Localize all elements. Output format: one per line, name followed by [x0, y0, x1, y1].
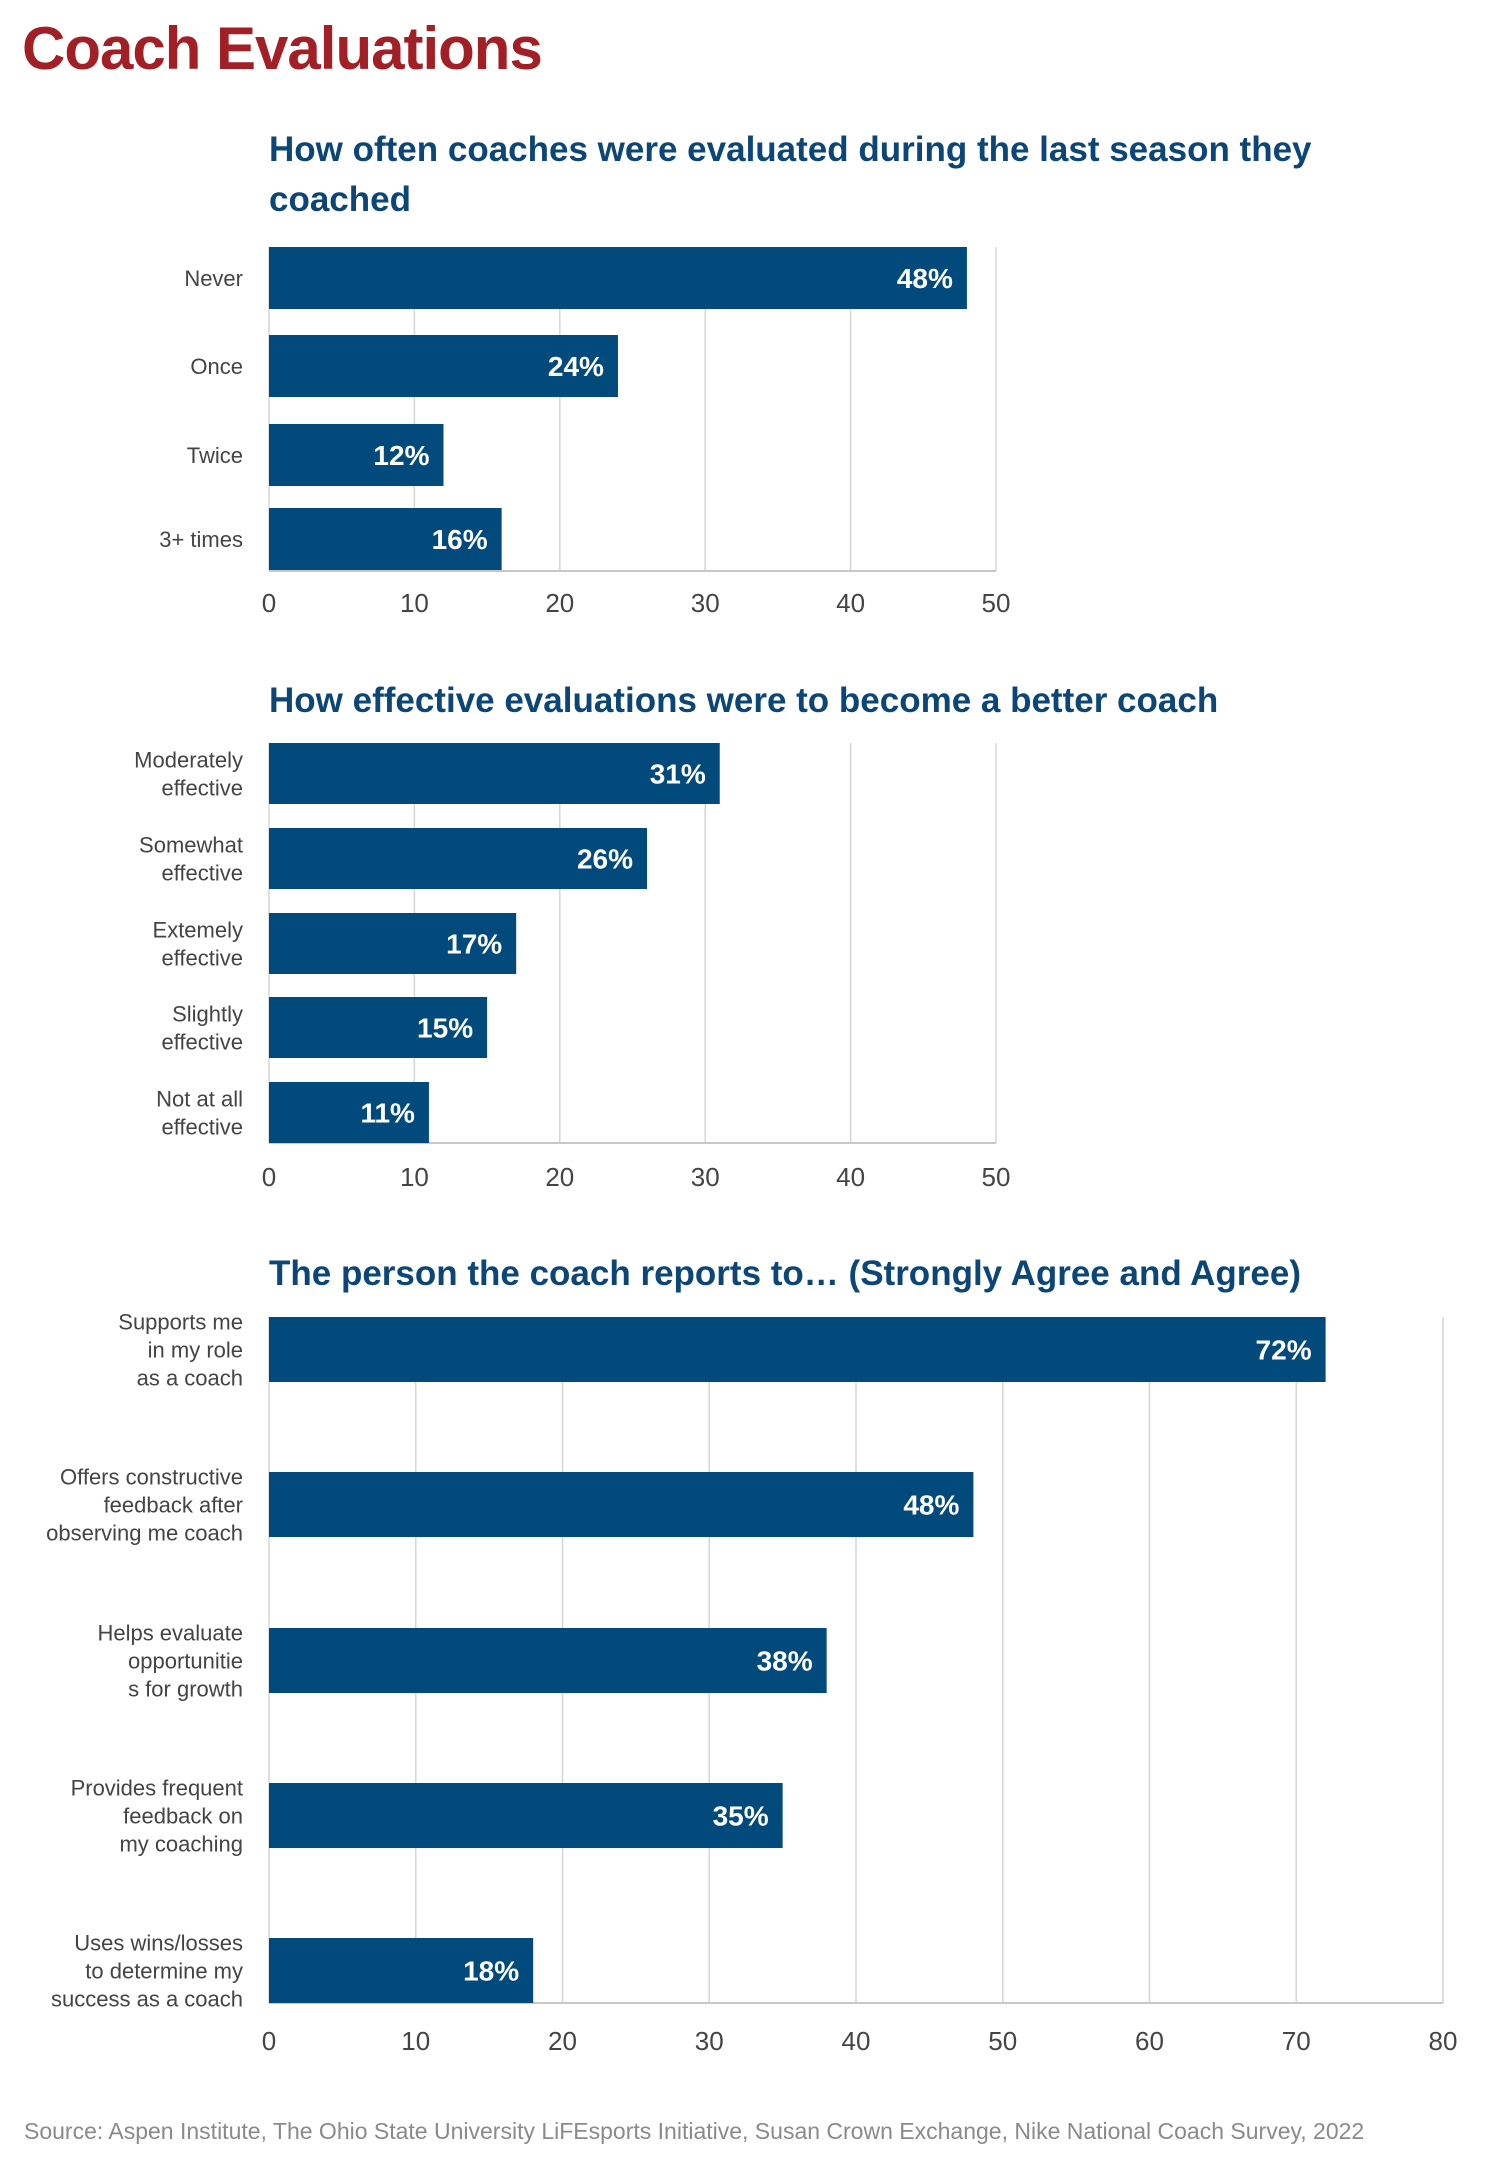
x-tick-label: 40 [836, 1162, 865, 1192]
x-tick-label: 10 [401, 2026, 430, 2056]
bar [269, 1317, 1326, 1382]
x-tick-label: 80 [1429, 2026, 1458, 2056]
data-label: 26% [577, 844, 633, 875]
page-title: Coach Evaluations [22, 15, 543, 82]
chart-3: 0 10 20 30 40 50 60 70 80 72% Supports me in my rol… [46, 1310, 1457, 2057]
bar [269, 424, 444, 486]
category-label: Supports me [118, 1310, 243, 1335]
category-label: Offers constructive [60, 1465, 243, 1490]
bar [269, 1628, 827, 1693]
data-label: 24% [548, 351, 604, 382]
x-tick-label: 40 [836, 588, 865, 618]
x-tick-label: 50 [988, 2026, 1017, 2056]
category-label: Moderately [134, 748, 243, 773]
category-label: Twice [187, 443, 243, 468]
category-label: feedback on [123, 1804, 243, 1829]
source-note: Source: Aspen Institute, The Ohio State … [24, 2118, 1365, 2144]
data-label: 17% [446, 929, 502, 960]
category-label: Once [190, 354, 243, 379]
data-label: 72% [1256, 1335, 1312, 1366]
x-tick-label: 0 [262, 588, 276, 618]
x-tick-label: 10 [400, 1162, 429, 1192]
data-label: 35% [713, 1801, 769, 1832]
chart-1: 0 10 20 30 40 50 48% Never 24% Once 12% Twice 16% 3+ … [159, 247, 1010, 618]
category-label: Slightly [172, 1002, 243, 1027]
bar [269, 913, 517, 974]
x-tick-label: 20 [548, 2026, 577, 2056]
x-tick-label: 70 [1282, 2026, 1311, 2056]
category-label: Provides frequent [71, 1776, 243, 1801]
bar [269, 1082, 429, 1143]
x-tick-label: 20 [545, 588, 574, 618]
x-tick-label: 30 [695, 2026, 724, 2056]
data-label: 38% [757, 1646, 813, 1677]
category-label: effective [161, 776, 243, 801]
data-label: 48% [897, 263, 953, 294]
bar [269, 1783, 783, 1848]
category-label: effective [161, 1115, 243, 1140]
bar [269, 1938, 534, 2003]
bar [269, 997, 488, 1058]
chart-2: 0 10 20 30 40 50 31% Moderately effective 26% Some… [134, 743, 1010, 1192]
category-label: effective [161, 1030, 243, 1055]
category-label: feedback after [104, 1493, 243, 1518]
category-label: my coaching [119, 1832, 243, 1857]
x-tick-label: 50 [982, 1162, 1011, 1192]
x-tick-label: 30 [691, 1162, 720, 1192]
data-label: 48% [903, 1490, 959, 1521]
category-label: Never [184, 266, 243, 291]
chart-1-title: How often coaches were evaluated during … [269, 130, 1312, 219]
category-label: effective [161, 946, 243, 971]
bar [269, 247, 967, 309]
category-label: Helps evaluate [97, 1621, 243, 1646]
category-label: s for growth [128, 1677, 243, 1702]
category-label: in my role [148, 1338, 243, 1363]
data-label: 18% [463, 1956, 519, 1987]
x-tick-label: 40 [842, 2026, 871, 2056]
x-tick-label: 60 [1135, 2026, 1164, 2056]
data-label: 11% [360, 1098, 415, 1129]
category-label: Not at all [156, 1087, 243, 1112]
data-label: 15% [417, 1013, 473, 1044]
x-tick-label: 0 [262, 1162, 276, 1192]
category-label: opportunitie [128, 1649, 243, 1674]
data-label: 31% [650, 759, 706, 790]
x-tick-label: 30 [691, 588, 720, 618]
x-tick-label: 20 [545, 1162, 574, 1192]
bar [269, 1472, 974, 1537]
category-label: effective [161, 861, 243, 886]
category-label: as a coach [137, 1366, 243, 1391]
chart-3-title: The person the coach reports to… (Strong… [269, 1254, 1302, 1293]
category-label: to determine my [85, 1959, 243, 1984]
bar [269, 828, 648, 889]
category-label: Extemely [153, 918, 243, 943]
category-label: Somewhat [139, 833, 243, 858]
data-label: 12% [373, 440, 429, 471]
category-label: success as a coach [51, 1987, 243, 2012]
x-tick-label: 0 [262, 2026, 276, 2056]
bar [269, 743, 720, 804]
category-label: 3+ times [159, 527, 243, 552]
category-label: Uses wins/losses [74, 1931, 243, 1956]
x-tick-label: 10 [400, 588, 429, 618]
x-tick-label: 50 [982, 588, 1011, 618]
data-label: 16% [432, 524, 488, 555]
bar [269, 335, 618, 397]
bar [269, 508, 502, 570]
chart-2-title: How effective evaluations were to become… [269, 681, 1219, 720]
category-label: observing me coach [46, 1521, 243, 1546]
